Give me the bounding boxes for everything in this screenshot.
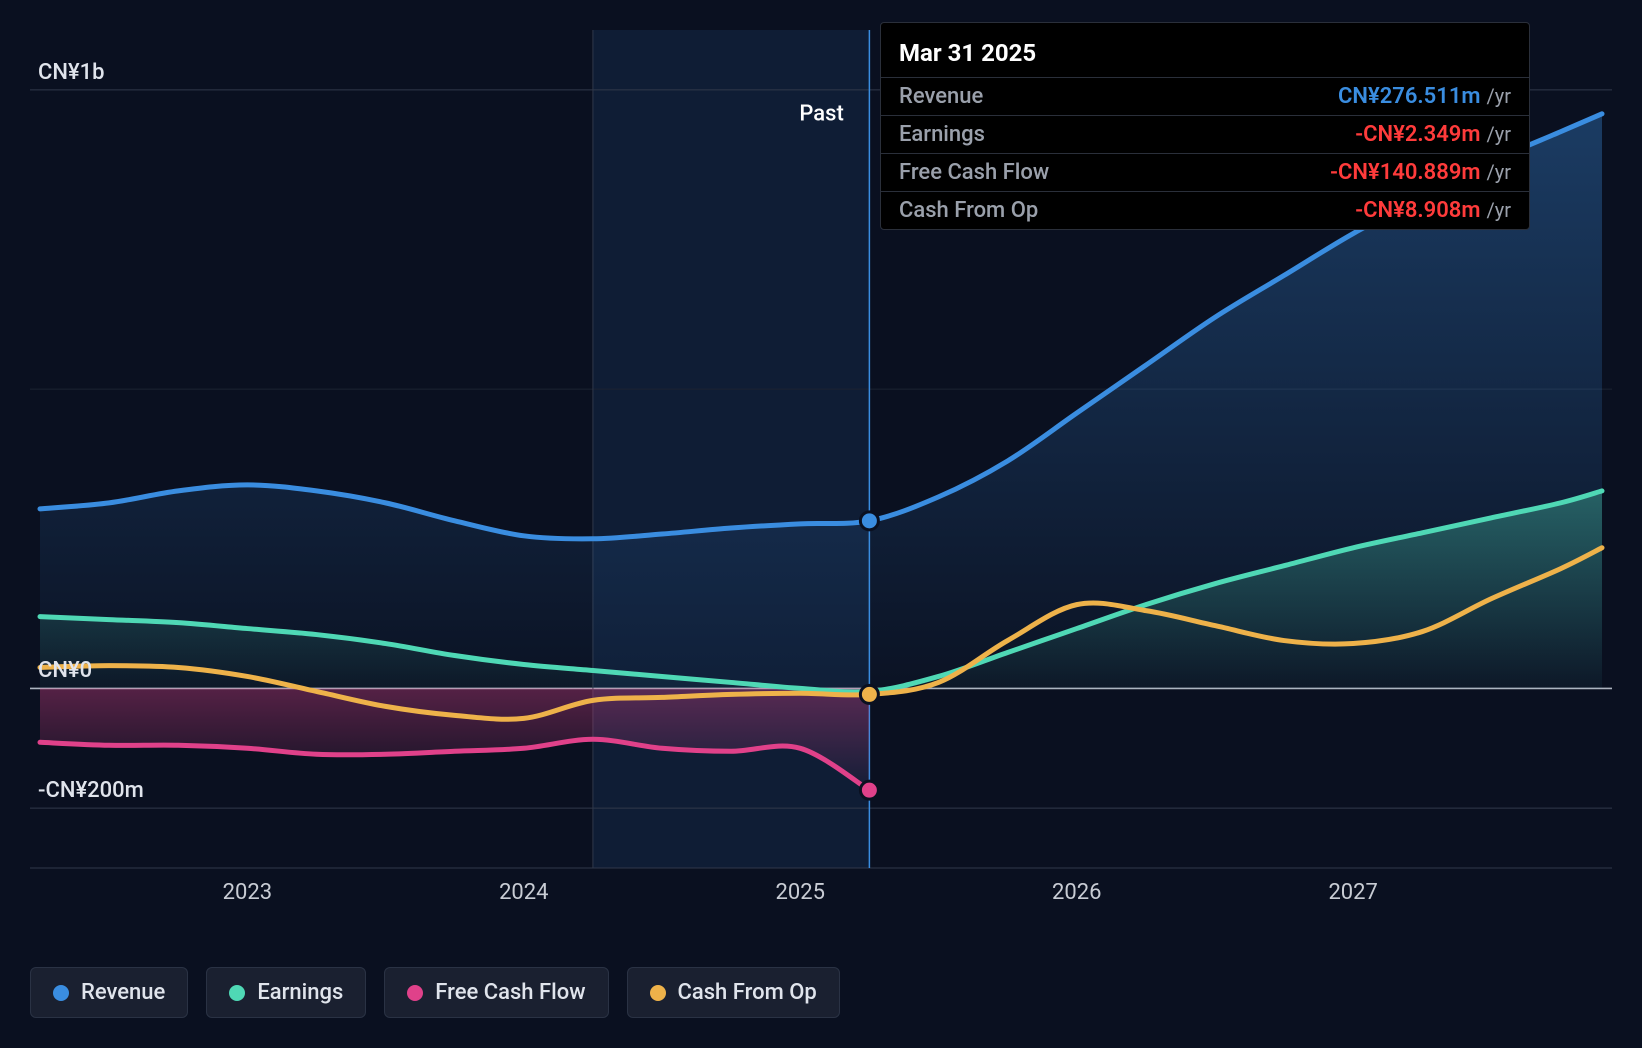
legend-dot-icon xyxy=(407,985,423,1001)
tooltip-row: Free Cash Flow -CN¥140.889m/yr xyxy=(881,153,1529,191)
past-label: Past xyxy=(799,101,843,126)
tooltip-row-unit: /yr xyxy=(1487,198,1512,222)
tooltip: Mar 31 2025 RevenueCN¥276.511m/yrEarning… xyxy=(880,22,1530,230)
legend: Revenue Earnings Free Cash Flow Cash From O… xyxy=(30,967,840,1018)
tooltip-row: Earnings -CN¥2.349m/yr xyxy=(881,115,1529,153)
legend-item-earnings[interactable]: Earnings xyxy=(206,967,366,1018)
tooltip-row-value: -CN¥8.908m xyxy=(1355,198,1480,223)
legend-label: Revenue xyxy=(81,980,165,1005)
tooltip-row-unit: /yr xyxy=(1487,160,1512,184)
tooltip-row-label: Free Cash Flow xyxy=(899,160,1049,185)
tooltip-row: Cash From Op -CN¥8.908m/yr xyxy=(881,191,1529,229)
y-axis-label: -CN¥200m xyxy=(38,778,144,803)
legend-item-cfo[interactable]: Cash From Op xyxy=(627,967,840,1018)
legend-dot-icon xyxy=(229,985,245,1001)
y-axis-label: CN¥1b xyxy=(38,60,105,85)
legend-label: Cash From Op xyxy=(678,980,817,1005)
tooltip-date: Mar 31 2025 xyxy=(881,33,1529,77)
chart-container: CN¥1b CN¥0 -CN¥200m 2023 2024 2025 2026 2027 Pas… xyxy=(0,0,1642,1048)
x-axis-label: 2025 xyxy=(776,880,825,905)
legend-dot-icon xyxy=(650,985,666,1001)
tooltip-row: Revenue CN¥276.511m/yr xyxy=(881,77,1529,115)
y-axis-label: CN¥0 xyxy=(38,658,92,683)
x-axis-label: 2027 xyxy=(1328,880,1377,905)
tooltip-row-value: -CN¥2.349m xyxy=(1355,122,1480,147)
legend-item-fcf[interactable]: Free Cash Flow xyxy=(384,967,608,1018)
x-axis-label: 2023 xyxy=(223,880,272,905)
tooltip-row-label: Revenue xyxy=(899,84,983,109)
tooltip-row-value: CN¥276.511m xyxy=(1338,84,1480,109)
tooltip-row-label: Earnings xyxy=(899,122,985,147)
x-axis-label: 2024 xyxy=(499,880,548,905)
tooltip-row-value: -CN¥140.889m xyxy=(1330,160,1481,185)
tooltip-row-unit: /yr xyxy=(1487,122,1512,146)
tooltip-row-label: Cash From Op xyxy=(899,198,1038,223)
legend-dot-icon xyxy=(53,985,69,1001)
legend-label: Free Cash Flow xyxy=(435,980,585,1005)
legend-item-revenue[interactable]: Revenue xyxy=(30,967,188,1018)
x-axis-label: 2026 xyxy=(1052,880,1101,905)
tooltip-row-unit: /yr xyxy=(1487,84,1512,108)
legend-label: Earnings xyxy=(257,980,343,1005)
